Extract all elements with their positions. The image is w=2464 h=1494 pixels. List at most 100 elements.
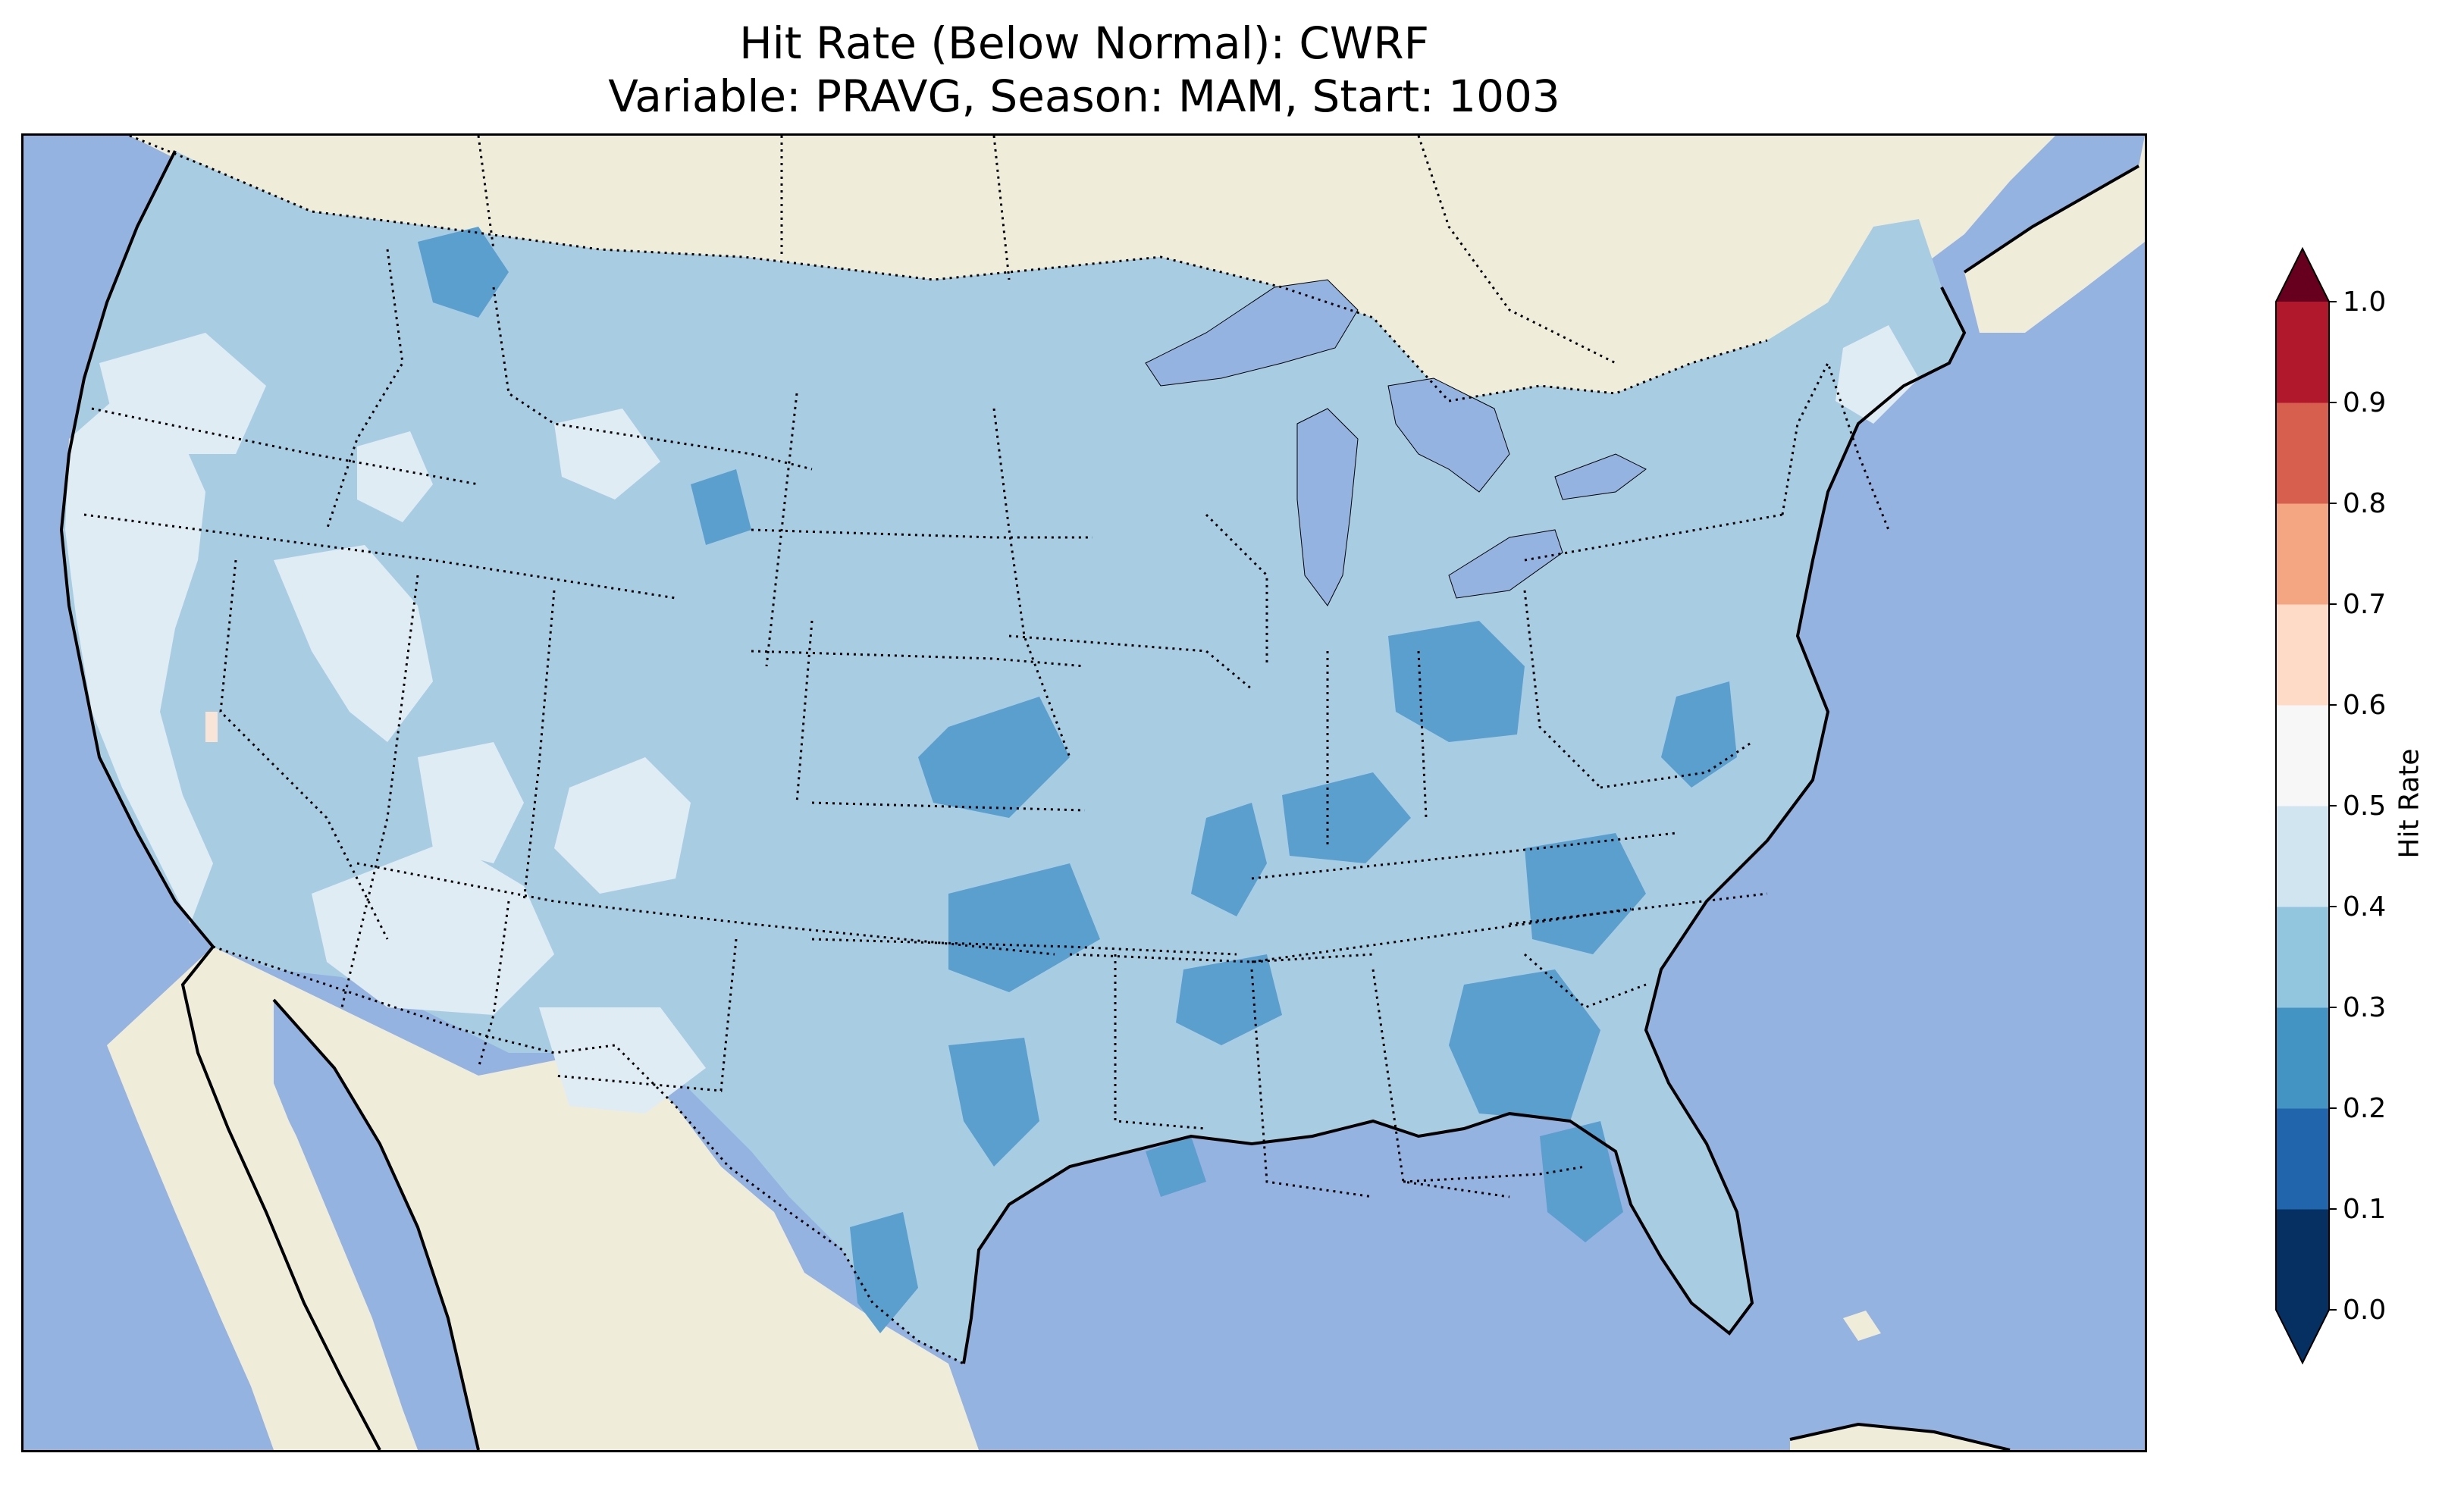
lake-erie — [1448, 529, 1563, 599]
colorbar-extend-top — [2276, 249, 2329, 302]
lake-superior — [1145, 279, 1359, 387]
border-wi-mi — [1205, 513, 1268, 666]
field-florida-low — [1540, 1121, 1623, 1242]
colorbar-tick-label: 0.9 — [2343, 387, 2386, 418]
border-nc-sc — [1524, 953, 1647, 1009]
lake-ontario — [1554, 453, 1647, 500]
colorbar-segment — [2276, 402, 2329, 504]
field-wyoming-low — [691, 469, 751, 545]
border-mt-n — [492, 287, 813, 471]
state-borders — [83, 249, 1890, 1198]
coast-cuba — [1789, 1422, 2011, 1450]
border-pa-ny — [1524, 513, 1783, 562]
colorbar-label: Hit Rate — [2393, 748, 2425, 859]
field-peak-cell — [205, 712, 218, 742]
field-arkansas-low — [1191, 803, 1267, 916]
coast-pacific — [59, 150, 381, 1450]
field-washington-low — [418, 227, 509, 318]
field-louisiana-low — [1146, 1136, 1206, 1197]
map-panel — [21, 133, 2147, 1452]
colorbar-tick-label: 0.2 — [2343, 1093, 2386, 1124]
border-ga-fl — [1403, 1165, 1586, 1183]
colorbar-tick-label: 0.8 — [2343, 488, 2386, 519]
border-va-nc — [1509, 892, 1768, 926]
field-maine-light — [1835, 325, 1919, 424]
border-mn-wi — [992, 408, 1071, 758]
colorbar-segment — [2276, 705, 2329, 807]
field-carolina-low — [1525, 833, 1646, 954]
gulf-of-california — [274, 1000, 478, 1450]
coast-baja — [272, 998, 480, 1450]
field-high-regions — [65, 325, 1919, 1113]
border-ks-ok — [811, 938, 1237, 956]
colorbar-segment — [2276, 604, 2329, 706]
border-nd-sd — [751, 528, 1092, 539]
field-nevada-light — [274, 545, 433, 742]
colorbar-tick-label: 0.1 — [2343, 1194, 2386, 1225]
border-ky-tn — [1251, 832, 1677, 880]
maritimes-land — [1964, 136, 2145, 333]
border-us-canada — [129, 136, 1768, 402]
colorbar-tick-label: 0.6 — [2343, 690, 2386, 721]
border-ne-states — [1781, 360, 1890, 531]
colorbar-segment — [2276, 1108, 2329, 1210]
coast-canada-east — [1963, 164, 2140, 274]
colorbar-extend-bottom — [2276, 1310, 2329, 1363]
field-georgia-low — [1449, 969, 1600, 1121]
colorbar-tick-label: 0.3 — [2343, 992, 2386, 1023]
colorbar-segment — [2276, 907, 2329, 1008]
colorbar-svg: 0.0 0.1 0.2 0.3 0.4 0.5 0.6 0.7 0.8 0.9 1.0 — [2275, 246, 2386, 1365]
colorbar: 0.0 0.1 0.2 0.3 0.4 0.5 0.6 0.7 0.8 0.9 1.0 — [2267, 241, 2464, 1370]
colorbar-tick-label: 0.5 — [2343, 791, 2386, 822]
field-colorado-light — [554, 757, 691, 894]
field-south-texas-low — [850, 1212, 918, 1333]
colorbar-tick-label: 0.0 — [2343, 1295, 2386, 1326]
field-idaho-light — [357, 431, 433, 522]
colorbar-tick-label: 1.0 — [2343, 287, 2386, 318]
border-ar-la — [1114, 954, 1207, 1130]
coast-gulf — [962, 287, 1967, 1364]
coastline — [59, 150, 2140, 1450]
field-oklahoma-low — [948, 863, 1100, 992]
colorbar-segment — [2276, 806, 2329, 907]
colorbar-tick-label: 0.7 — [2343, 589, 2386, 620]
border-dakotas-v — [765, 393, 798, 667]
border-ut-co — [522, 590, 556, 902]
field-montana-light — [554, 409, 660, 500]
canada-land — [130, 136, 2055, 401]
colorbar-tick-label: 0.4 — [2343, 891, 2386, 922]
field-low-regions — [418, 227, 1737, 1333]
border-or-ca-nv — [83, 513, 676, 600]
border-ms-al — [1250, 969, 1374, 1198]
colorbar-segment — [2276, 1007, 2329, 1109]
border-md-de — [1600, 741, 1753, 789]
colorbar-segment — [2276, 1209, 2329, 1311]
land-layer — [107, 136, 2145, 1450]
border-nm-tx — [553, 938, 738, 1092]
border-in-oh — [1417, 650, 1428, 819]
border-ca-nv — [219, 559, 389, 940]
cuba-land — [1790, 1424, 2010, 1450]
border-oh-pa — [1523, 590, 1602, 789]
field-kentucky-low — [1282, 772, 1411, 863]
chart-title: Hit Rate (Below Normal): CWRF Variable: … — [21, 17, 2147, 123]
border-ne-ks — [811, 801, 1086, 812]
field-texas-low — [948, 1038, 1039, 1167]
field-oregon-light — [99, 333, 266, 454]
lake-huron — [1387, 377, 1510, 493]
title-line-2: Variable: PRAVG, Season: MAM, Start: 100… — [608, 70, 1560, 122]
field-kansas-low — [918, 697, 1070, 818]
border-id-w — [325, 249, 404, 531]
colorbar-segment — [2276, 302, 2329, 403]
field-arizona-light — [312, 841, 554, 1015]
baja-land — [183, 985, 418, 1450]
field-virginia-low — [1661, 681, 1737, 788]
colorbar-segment — [2276, 503, 2329, 605]
map-svg — [59, 136, 2145, 1450]
field-newmexico-light — [539, 1007, 706, 1113]
field-ohio-low — [1388, 621, 1525, 742]
bahamas-island — [1843, 1311, 1881, 1341]
border-us-mexico — [212, 945, 964, 1365]
field-utah-light — [418, 742, 524, 863]
field-mississippi-low — [1176, 954, 1282, 1045]
